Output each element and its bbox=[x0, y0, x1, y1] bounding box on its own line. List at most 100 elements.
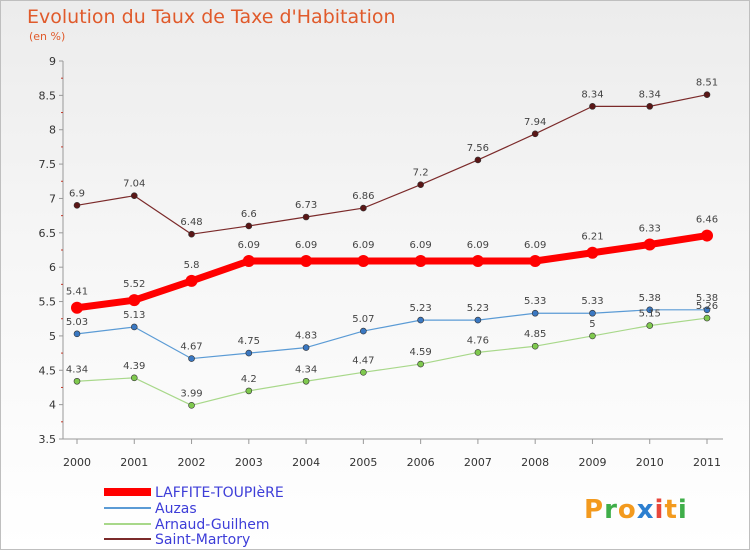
data-label: 6.9 bbox=[69, 188, 85, 199]
data-label: 5.38 bbox=[696, 293, 718, 304]
y-tick-label: 4 bbox=[49, 399, 56, 412]
logo-letter: i bbox=[678, 495, 688, 525]
x-tick-label: 2007 bbox=[464, 456, 492, 469]
data-label: 6.09 bbox=[238, 240, 260, 251]
data-label: 4.83 bbox=[295, 331, 317, 342]
y-tick-label: 8.5 bbox=[39, 89, 57, 102]
data-label: 5.23 bbox=[410, 303, 432, 314]
data-point bbox=[531, 130, 539, 138]
data-point bbox=[703, 91, 711, 98]
data-label: 6.33 bbox=[639, 224, 661, 235]
y-tick-label: 6 bbox=[49, 261, 56, 274]
x-tick-label: 2002 bbox=[178, 456, 206, 469]
data-label: 4.67 bbox=[180, 342, 202, 353]
logo-letter: P bbox=[584, 495, 604, 525]
data-label: 8.51 bbox=[696, 78, 718, 89]
data-label: 4.2 bbox=[241, 374, 257, 385]
data-label: 6.48 bbox=[180, 217, 202, 228]
data-point bbox=[360, 369, 367, 376]
data-point bbox=[646, 103, 654, 110]
x-tick-label: 2003 bbox=[235, 456, 263, 469]
data-label: 5.03 bbox=[66, 317, 88, 328]
data-label: 4.85 bbox=[524, 329, 546, 340]
data-label: 5.52 bbox=[123, 279, 145, 290]
data-point bbox=[128, 294, 141, 307]
data-point bbox=[357, 254, 370, 267]
data-point bbox=[302, 213, 310, 221]
data-point bbox=[245, 222, 253, 230]
data-label: 5.33 bbox=[524, 296, 546, 307]
data-label: 6.6 bbox=[241, 209, 257, 220]
data-label: 6.09 bbox=[524, 240, 546, 251]
data-point bbox=[360, 204, 367, 212]
data-point bbox=[531, 309, 539, 317]
data-label: 8.34 bbox=[581, 89, 603, 100]
y-tick-label: 5 bbox=[49, 330, 56, 343]
data-label: 5.41 bbox=[66, 287, 88, 298]
data-point bbox=[245, 387, 253, 395]
data-point bbox=[188, 402, 195, 409]
data-point bbox=[73, 202, 81, 209]
chart-title: Evolution du Taux de Taxe d'Habitation bbox=[27, 6, 396, 28]
data-point bbox=[71, 301, 83, 314]
data-label: 5.26 bbox=[696, 301, 718, 312]
logo-letter: o bbox=[618, 495, 637, 525]
logo-letter: r bbox=[604, 495, 618, 525]
data-label: 6.86 bbox=[352, 191, 374, 202]
y-tick-label: 8 bbox=[49, 124, 56, 137]
data-label: 6.09 bbox=[352, 240, 374, 251]
data-label: 6.09 bbox=[295, 240, 317, 251]
data-point bbox=[474, 316, 482, 324]
data-point bbox=[245, 349, 253, 357]
data-point bbox=[589, 332, 596, 340]
data-label: 5.15 bbox=[639, 309, 661, 320]
series-line-laffite-toupi-re bbox=[73, 232, 711, 312]
data-point bbox=[529, 254, 542, 267]
data-label: 4.59 bbox=[410, 347, 432, 358]
y-tick-label: 7 bbox=[49, 192, 56, 205]
y-tick-label: 9 bbox=[49, 55, 56, 68]
data-label: 4.34 bbox=[295, 364, 317, 375]
chart-subtitle: (en %) bbox=[29, 30, 66, 43]
x-tick-label: 2011 bbox=[693, 456, 721, 469]
series-line-auzas bbox=[76, 309, 708, 360]
data-point bbox=[417, 316, 424, 324]
data-point bbox=[414, 254, 427, 267]
y-tick-label: 7.5 bbox=[39, 158, 57, 171]
data-label: 4.76 bbox=[467, 335, 489, 346]
data-point bbox=[188, 230, 195, 238]
data-point bbox=[300, 254, 313, 267]
logo-letter: t bbox=[664, 495, 677, 525]
legend-label: LAFFITE-TOUPIèRE bbox=[155, 485, 284, 501]
y-tick-label: 5.5 bbox=[39, 296, 57, 309]
data-label: 8.34 bbox=[639, 89, 661, 100]
data-point bbox=[73, 377, 81, 385]
data-point bbox=[703, 314, 711, 322]
data-point bbox=[474, 156, 482, 164]
x-tick-label: 2006 bbox=[407, 456, 435, 469]
data-label: 4.34 bbox=[66, 364, 88, 375]
data-label: 5 bbox=[589, 319, 595, 330]
data-point bbox=[73, 330, 81, 338]
data-label: 7.2 bbox=[413, 168, 429, 179]
data-point bbox=[302, 344, 310, 351]
data-label: 6.73 bbox=[295, 200, 317, 211]
logo-letter: x bbox=[637, 495, 655, 525]
data-point bbox=[646, 322, 654, 329]
data-label: 7.94 bbox=[524, 117, 546, 128]
x-tick-label: 2008 bbox=[521, 456, 549, 469]
data-point bbox=[185, 274, 198, 287]
data-label: 5.38 bbox=[639, 293, 661, 304]
data-label: 4.39 bbox=[123, 361, 145, 372]
data-point bbox=[188, 355, 195, 362]
x-tick-label: 2010 bbox=[636, 456, 664, 469]
series-line-saint-martory bbox=[76, 94, 708, 235]
data-label: 3.99 bbox=[180, 388, 202, 399]
series-line-arnaud-guilhem bbox=[76, 317, 708, 406]
x-tick-label: 2005 bbox=[349, 456, 377, 469]
x-tick-label: 2000 bbox=[63, 456, 91, 469]
data-point bbox=[589, 309, 596, 317]
data-point bbox=[701, 229, 713, 242]
y-tick-label: 6.5 bbox=[39, 227, 57, 240]
data-label: 6.09 bbox=[467, 240, 489, 251]
